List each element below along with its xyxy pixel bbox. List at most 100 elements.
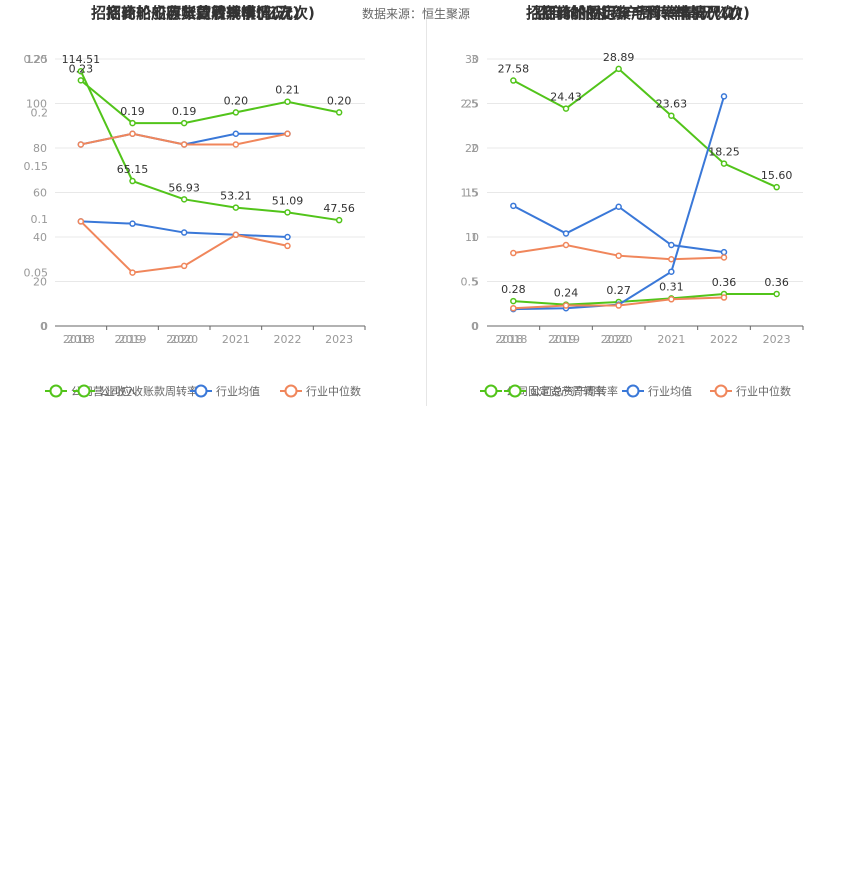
data-point[interactable]: [232, 231, 240, 239]
legend-label: 公司应收账款周转率: [99, 384, 198, 398]
data-point[interactable]: [284, 98, 291, 105]
data-label: 23.63: [656, 98, 688, 111]
y-tick-label-secondary: 0.1: [31, 213, 49, 226]
data-point[interactable]: [668, 268, 675, 275]
legend-item[interactable]: 公司固定资产周转率: [480, 384, 605, 398]
data-point[interactable]: [668, 296, 675, 303]
data-point[interactable]: [77, 218, 85, 225]
legend-item[interactable]: 公司应收账款周转率: [73, 384, 198, 398]
data-label: 27.58: [498, 63, 530, 76]
legend-item[interactable]: 行业中位数: [280, 384, 361, 398]
data-point[interactable]: [720, 294, 728, 301]
data-point[interactable]: [615, 252, 622, 259]
x-tick-label: 2021: [222, 333, 250, 346]
data-point[interactable]: [180, 262, 188, 270]
data-point[interactable]: [562, 241, 570, 249]
data-point[interactable]: [180, 119, 188, 127]
data-label: 0.36: [712, 276, 737, 289]
data-point[interactable]: [615, 302, 622, 309]
x-tick-label-overlay: 2020: [601, 333, 629, 346]
data-point[interactable]: [129, 119, 136, 127]
legend-marker: [194, 384, 208, 398]
series-line: [79, 70, 340, 222]
data-point[interactable]: [129, 220, 136, 227]
data-point[interactable]: [129, 177, 136, 185]
x-tick-label: 2020: [170, 333, 198, 346]
y-tick-label: 40: [33, 231, 47, 244]
data-point[interactable]: [510, 77, 517, 84]
data-point[interactable]: [232, 130, 240, 138]
chart-title-overlay: 招商轮船存货周转率情况(次): [106, 4, 300, 22]
y-tick-label: 80: [33, 142, 47, 155]
data-label: 0.24: [554, 287, 579, 300]
data-point[interactable]: [284, 209, 291, 216]
data-point[interactable]: [562, 230, 570, 237]
data-point[interactable]: [232, 141, 240, 148]
data-point[interactable]: [720, 254, 728, 261]
data-point[interactable]: [615, 65, 622, 73]
data-label: 0.20: [327, 94, 352, 107]
data-point[interactable]: [284, 130, 291, 138]
data-point[interactable]: [77, 141, 85, 148]
data-point[interactable]: [180, 196, 188, 203]
series-line: [512, 204, 725, 254]
legend-item[interactable]: 公司总资产周转率: [504, 384, 618, 398]
data-point[interactable]: [720, 160, 728, 167]
data-point[interactable]: [335, 109, 343, 116]
data-point[interactable]: [77, 77, 85, 84]
data-label: 0.31: [659, 280, 684, 293]
x-tick-label-overlay: 2018: [495, 333, 523, 346]
data-point[interactable]: [510, 202, 517, 210]
data-point[interactable]: [510, 304, 517, 312]
data-label: 18.25: [708, 146, 740, 159]
data-point[interactable]: [129, 130, 136, 138]
legend-marker: [49, 384, 63, 398]
data-point[interactable]: [510, 249, 517, 257]
data-point[interactable]: [335, 216, 343, 224]
data-point[interactable]: [668, 241, 675, 249]
data-point[interactable]: [720, 248, 728, 256]
data-point[interactable]: [180, 141, 188, 148]
data-point[interactable]: [720, 93, 728, 100]
legend-item[interactable]: 行业均值: [190, 384, 260, 398]
y-tick-label: 1.5: [461, 187, 479, 200]
y-tick-label-secondary: 10: [465, 231, 479, 244]
y-tick-label-secondary: 15: [465, 187, 479, 200]
y-tick-label-secondary: 30: [465, 53, 479, 66]
left-chart-panel: 招商轮船历年营收规模(亿元)招商轮船应收账款周转率情况(次)招商轮船存货周转率情…: [24, 4, 366, 398]
y-tick-label: 2.5: [461, 98, 479, 111]
x-tick-label: 2023: [325, 333, 353, 346]
data-point[interactable]: [284, 242, 291, 250]
data-point[interactable]: [232, 109, 240, 116]
y-tick-label: 0: [471, 320, 478, 333]
legend-marker: [626, 384, 640, 398]
legend-item[interactable]: 行业中位数: [710, 384, 791, 398]
data-point[interactable]: [562, 302, 570, 309]
x-tick-label-overlay: 2019: [548, 333, 576, 346]
y-tick-label: 120: [26, 53, 47, 66]
y-tick-label: 3: [471, 53, 478, 66]
y-tick-label-secondary: 5: [472, 276, 479, 289]
y-tick-label-secondary: 0: [472, 320, 479, 333]
data-point[interactable]: [562, 105, 570, 112]
data-point[interactable]: [232, 204, 240, 211]
data-point[interactable]: [129, 269, 136, 276]
data-label: 51.09: [272, 194, 304, 207]
right-chart-panel: 招商轮船固定资产周转率情况(次)招商轮船历年毛利率情况(%)招商轮船总资产周转率…: [461, 4, 804, 398]
x-tick-label: 2019: [119, 333, 147, 346]
legend-label: 公司总资产周转率: [530, 384, 618, 398]
data-point[interactable]: [77, 67, 85, 75]
data-point[interactable]: [668, 112, 675, 119]
y-tick-label: 0.5: [461, 276, 479, 289]
data-point[interactable]: [510, 297, 517, 305]
legend-item[interactable]: 行业均值: [622, 384, 692, 398]
data-point[interactable]: [284, 233, 291, 241]
data-point[interactable]: [615, 203, 622, 210]
data-point[interactable]: [773, 290, 780, 298]
legend-label: 行业均值: [216, 385, 260, 398]
data-label: 53.21: [220, 190, 252, 203]
data-point[interactable]: [668, 256, 675, 263]
legend-label: 行业中位数: [306, 384, 361, 398]
data-point[interactable]: [180, 229, 188, 236]
data-point[interactable]: [773, 183, 780, 191]
